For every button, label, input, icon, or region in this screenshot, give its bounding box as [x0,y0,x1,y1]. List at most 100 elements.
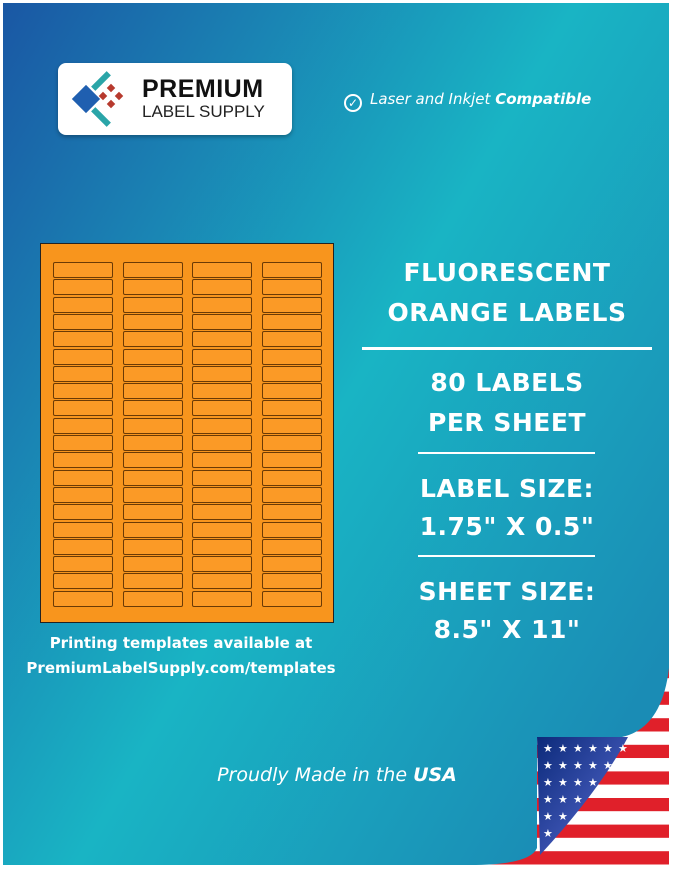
label-cell [262,469,322,486]
label-cell [123,279,183,296]
label-cell [53,556,113,573]
label-cell [53,383,113,400]
label-cell [192,383,252,400]
label-cell [53,296,113,313]
compatibility-note: ✓ Laser and Inkjet Compatible [344,90,591,112]
label-cell [192,400,252,417]
label-cell [123,556,183,573]
label-cell [53,348,113,365]
label-cell [53,573,113,590]
label-cell [262,279,322,296]
label-cell [123,435,183,451]
label-cell [192,417,252,434]
label-count-line1: 80 LABELS [430,368,584,397]
label-cell [192,365,252,382]
label-size-value: 1.75" X 0.5" [419,512,595,541]
label-cell [262,435,322,451]
label-cell [123,400,183,417]
label-cell [262,365,322,382]
label-cell [123,348,183,365]
label-cell [53,538,113,555]
label-cell [262,331,322,348]
templates-url: PremiumLabelSupply.com/templates [26,659,336,677]
label-cell [123,590,183,607]
flag-star: ★ [558,759,568,772]
flag-star: ★ [618,742,628,755]
label-cell [192,486,252,503]
label-cell [53,452,113,469]
label-cell [262,400,322,417]
label-cell [262,486,322,503]
label-cell [123,486,183,503]
label-cell [192,521,252,538]
label-cell [192,452,252,469]
label-cell [53,435,113,451]
brand-logo: PREMIUM LABEL SUPPLY [58,63,292,135]
label-cell [53,469,113,486]
label-count-line2: PER SHEET [428,408,586,437]
label-cell [123,504,183,521]
brand-subtitle: LABEL SUPPLY [142,102,265,121]
label-cell [123,365,183,382]
flag-star: ★ [558,742,568,755]
label-cell [123,296,183,313]
label-size-heading: LABEL SIZE: [419,474,595,503]
label-cell [192,435,252,451]
flag-star: ★ [543,810,553,823]
flag-star: ★ [588,776,598,789]
check-circle-icon: ✓ [344,94,362,112]
label-cell [53,400,113,417]
flag-star: ★ [573,742,583,755]
label-cell [262,417,322,434]
label-cell [262,590,322,607]
label-cell [123,452,183,469]
label-cell [123,383,183,400]
label-cell [192,573,252,590]
flag-star: ★ [543,827,553,840]
label-cell [123,573,183,590]
label-cell [123,262,183,278]
label-cell [262,452,322,469]
label-cell [53,590,113,607]
divider [362,347,652,350]
label-cell [53,521,113,538]
divider [418,452,595,454]
label-cell [53,365,113,382]
label-cell [262,556,322,573]
flag-star: ★ [573,776,583,789]
label-cell [123,521,183,538]
label-cell [192,348,252,365]
label-cell [262,313,322,330]
card [3,3,669,865]
label-cell [192,296,252,313]
label-cell [53,262,113,278]
label-cell [192,556,252,573]
flag-star: ★ [588,759,598,772]
label-cell [53,331,113,348]
templates-note: Printing templates available at [49,634,313,652]
label-cell [262,573,322,590]
label-cell [192,538,252,555]
label-cell [53,279,113,296]
label-cell [262,348,322,365]
flag-star: ★ [588,742,598,755]
logo-mark-icon [71,71,124,127]
label-cell [53,417,113,434]
product-title-line2: ORANGE LABELS [387,298,627,327]
brand-name: PREMIUM [142,75,264,103]
flag-star: ★ [558,793,568,806]
flag-star: ★ [603,742,613,755]
label-sheet-illustration [40,243,334,623]
flag-star: ★ [573,759,583,772]
sheet-size-value: 8.5" X 11" [433,615,581,644]
label-cell [192,331,252,348]
label-cell [262,504,322,521]
flag-star: ★ [543,776,553,789]
flag-star: ★ [603,759,613,772]
flag-star: ★ [573,793,583,806]
product-title-line1: FLUORESCENT [403,258,611,287]
label-cell [123,313,183,330]
label-cell [53,504,113,521]
